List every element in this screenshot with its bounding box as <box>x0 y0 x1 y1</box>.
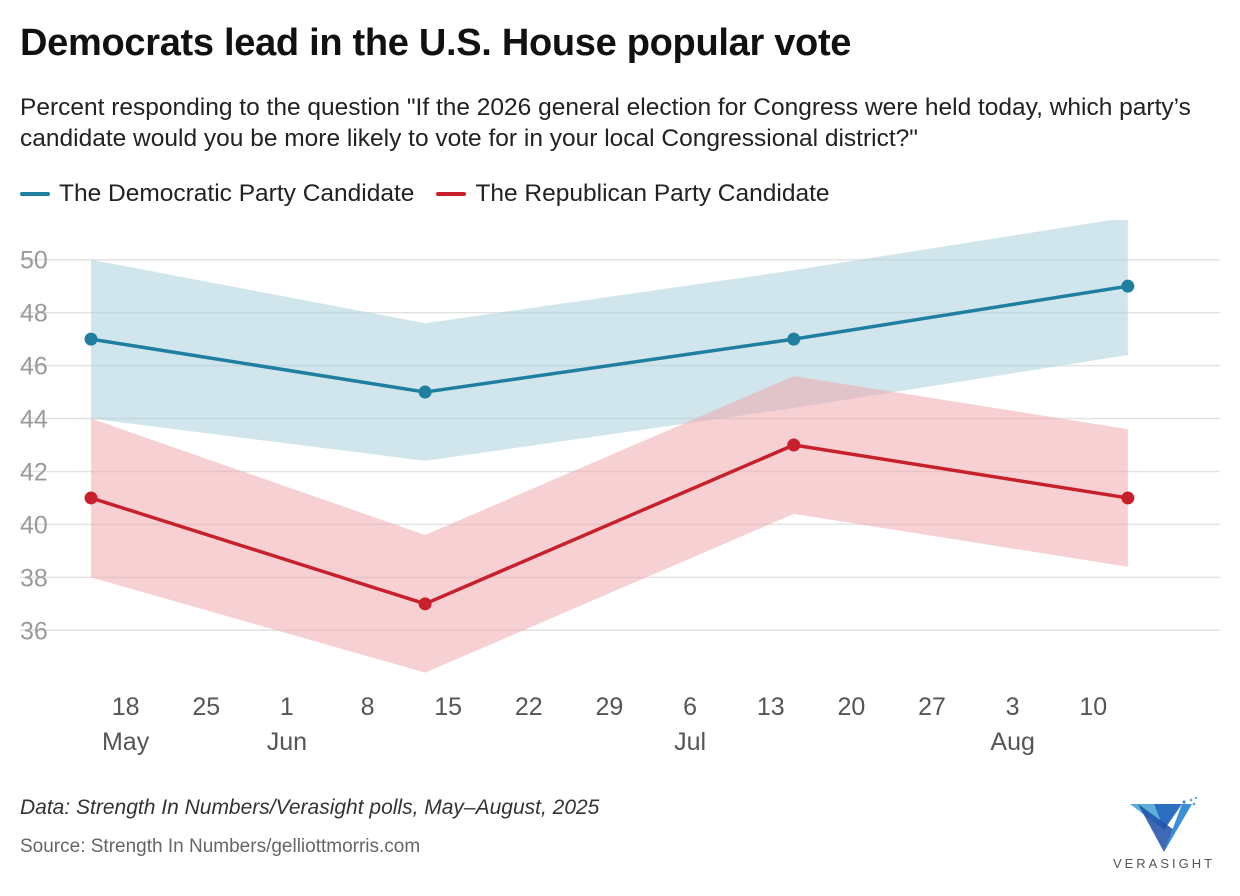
legend-label-democratic: The Democratic Party Candidate <box>59 180 415 207</box>
line-chart: 36 38 40 42 44 46 48 50 18 May 25 1 Jun 8 15 22 29 6 Jul 13… <box>20 220 1220 756</box>
logo-wordmark: VERASIGHT <box>1112 856 1216 871</box>
x-tick-label: 29 <box>596 693 624 721</box>
x-tick-label: 3 <box>1006 693 1020 721</box>
y-tick-label: 40 <box>20 511 48 539</box>
confidence-band-democratic <box>91 220 1128 461</box>
verasight-logo: VERASIGHT <box>1108 796 1220 876</box>
series-line-republican <box>90 443 1129 606</box>
x-tick-label: 27 <box>918 693 946 721</box>
data-note: Data: Strength In Numbers/Verasight poll… <box>20 796 600 819</box>
chart-subtitle: Percent responding to the question "If t… <box>20 94 1191 152</box>
y-tick-label: 46 <box>20 353 48 381</box>
x-month-label: Jul <box>674 728 706 756</box>
data-point-democratic <box>787 332 801 346</box>
data-point-democratic <box>1121 279 1135 293</box>
x-tick-label: 10 <box>1079 693 1107 721</box>
x-tick-label: 20 <box>837 693 865 721</box>
x-month-label: Aug <box>990 728 1034 756</box>
x-tick-label: 25 <box>192 693 220 721</box>
data-point-republican <box>787 438 801 452</box>
x-tick-label: 8 <box>361 693 375 721</box>
x-tick-label: 18 <box>112 693 140 721</box>
data-point-republican <box>1121 491 1135 505</box>
x-tick-label: 22 <box>515 693 543 721</box>
legend-item-republican: The Republican Party Candidate <box>436 180 830 208</box>
data-point-democratic <box>418 385 432 399</box>
x-month-label: May <box>102 728 150 756</box>
y-tick-label: 48 <box>20 300 48 328</box>
verasight-v-icon <box>1130 796 1198 852</box>
legend-label-republican: The Republican Party Candidate <box>475 180 830 207</box>
legend-swatch-democratic <box>20 192 50 196</box>
x-tick-label: 1 <box>280 693 294 721</box>
y-tick-label: 50 <box>20 247 48 275</box>
chart-title: Democrats lead in the U.S. House popular… <box>20 22 852 64</box>
x-tick-label: 6 <box>683 693 697 721</box>
x-tick-label: 15 <box>434 693 462 721</box>
legend-swatch-republican <box>436 192 467 196</box>
series-line-democratic <box>90 284 1129 394</box>
y-tick-label: 44 <box>20 406 48 434</box>
x-month-label: Jun <box>267 728 307 756</box>
legend-item-democratic: The Democratic Party Candidate <box>20 180 414 208</box>
legend: The Democratic Party Candidate The Repub… <box>20 180 852 208</box>
source-note: Source: Strength In Numbers/gelliottmorr… <box>20 836 421 857</box>
y-tick-label: 42 <box>20 458 48 486</box>
y-tick-label: 38 <box>20 564 48 592</box>
y-tick-label: 36 <box>20 617 48 645</box>
data-point-republican <box>84 491 98 505</box>
x-tick-label: 13 <box>757 693 785 721</box>
data-point-republican <box>418 597 432 611</box>
data-point-democratic <box>84 332 98 346</box>
